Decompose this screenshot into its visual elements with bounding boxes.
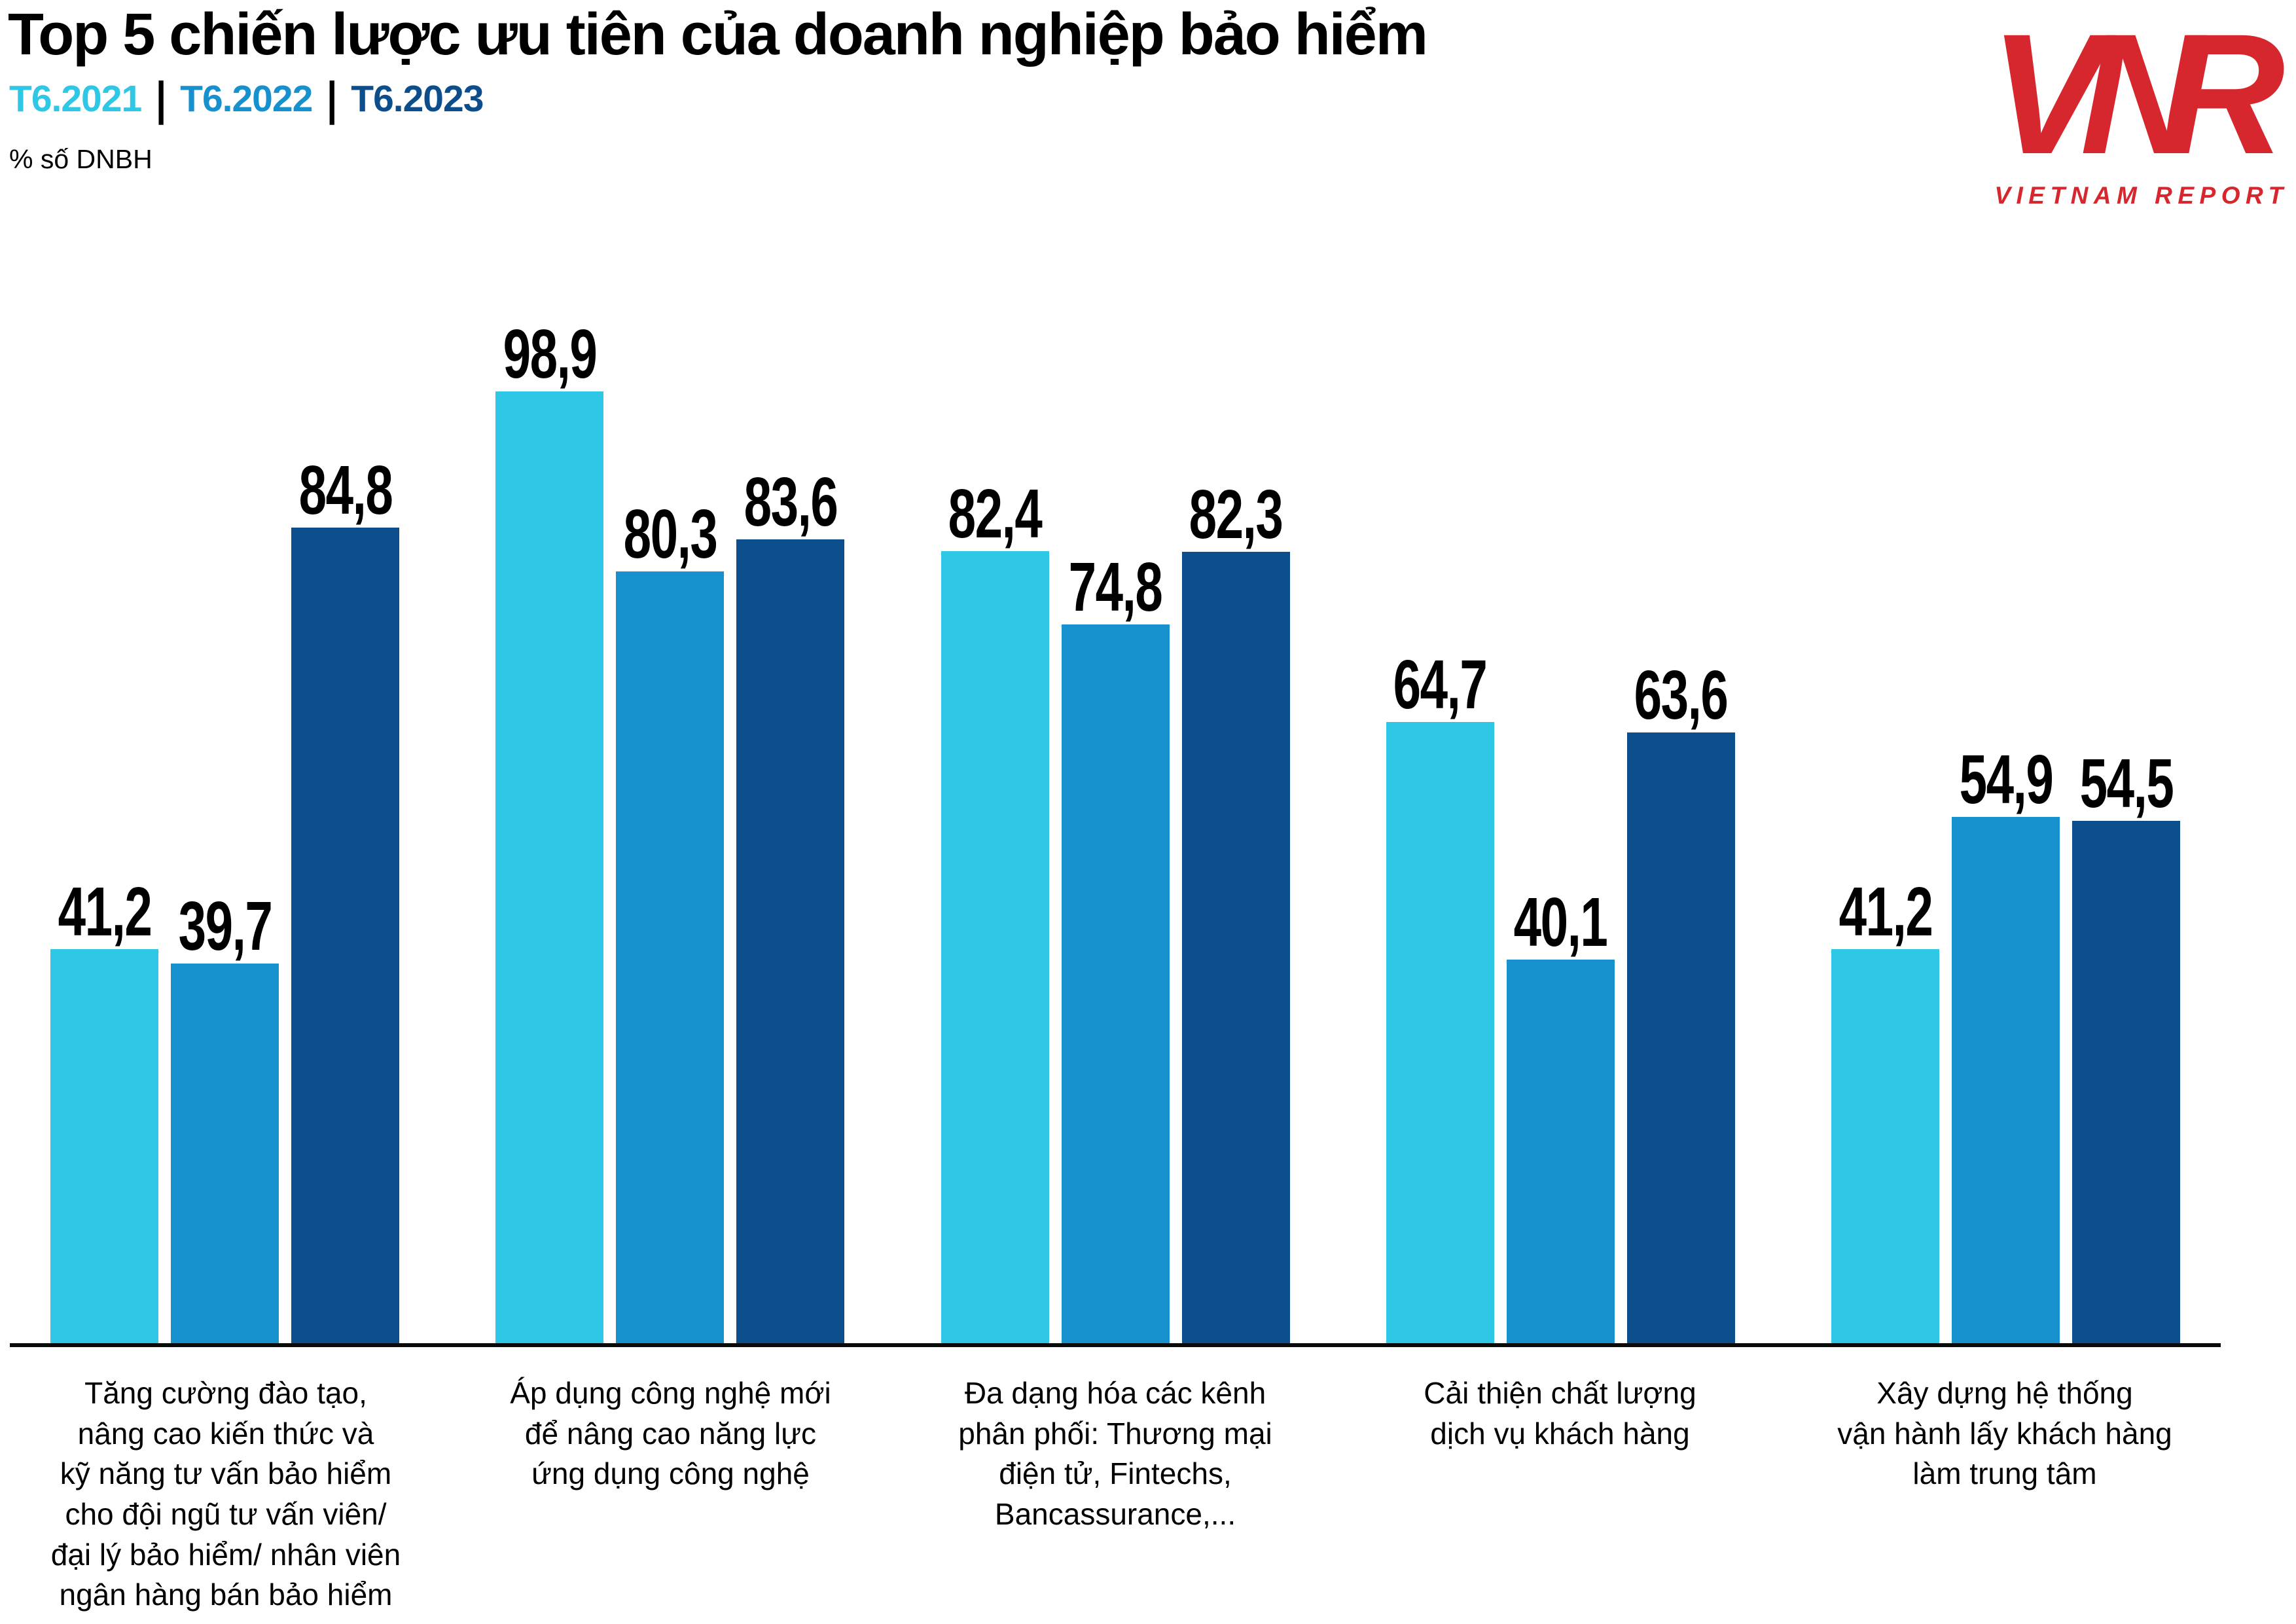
bar-T6.2021-group-4: 64,7 (1386, 650, 1494, 1347)
legend-item-T6.2022: T6.2022 (180, 78, 313, 120)
bar-T6.2021-group-3: 82,4 (941, 479, 1049, 1347)
value-label: 80,3 (623, 496, 717, 573)
axis-unit-label: % số DNBH (9, 144, 152, 174)
value-label: 54,5 (2079, 745, 2174, 823)
category-label-1: Tăng cường đào tạo, nâng cao kiến thức v… (50, 1376, 401, 1612)
category-label-5: Xây dựng hệ thống vận hành lấy khách hàn… (1837, 1376, 2172, 1491)
legend-separator: | (156, 73, 166, 125)
bar-T6.2021-group-2: 98,9 (495, 319, 604, 1347)
bar-group-5: 41,2 54,9 54,5 (1831, 745, 2180, 1347)
category-label-3: Đa dạng hóa các kênh phân phối: Thương m… (958, 1376, 1272, 1531)
bar-groups: 41,2 39,7 84,8 98,9 80,3 83,6 82,4 74,8 82,3 64,7… (10, 0, 2221, 1347)
bar-T6.2023-group-4: 63,6 (1626, 660, 1735, 1347)
bar-group-1: 41,2 39,7 84,8 (50, 456, 399, 1347)
value-label: 40,1 (1513, 884, 1608, 962)
bar-group-2: 98,9 80,3 83,6 (495, 319, 845, 1347)
value-label: 63,6 (1634, 657, 1729, 734)
bar-T6.2022-group-2: 80,3 (616, 499, 725, 1347)
bar-T6.2022-group-3: 74,8 (1061, 552, 1170, 1347)
x-axis-line (10, 1343, 2221, 1347)
logo-vnr-v: V (1990, 4, 2119, 190)
bar-group-3: 82,4 74,8 82,3 (941, 479, 1290, 1347)
logo-vnr-r: R (2161, 4, 2285, 190)
bar-T6.2023-group-2: 83,6 (736, 467, 845, 1347)
bar-T6.2021-group-1: 41,2 (50, 877, 158, 1347)
value-label: 41,2 (58, 873, 152, 951)
page-title: Top 5 chiến lược ưu tiên của doanh nghiệ… (8, 2, 1428, 67)
bar-T6.2023-group-1: 84,8 (291, 456, 399, 1347)
bar-T6.2022-group-1: 39,7 (171, 892, 279, 1347)
bar-T6.2022-group-5: 54,9 (1952, 745, 2060, 1347)
value-label: 83,6 (744, 463, 838, 541)
value-label: 39,7 (178, 888, 272, 965)
bar-T6.2023-group-3: 82,3 (1181, 480, 1290, 1347)
bar-T6.2021-group-5: 41,2 (1831, 877, 1939, 1347)
bar-group-4: 64,7 40,1 63,6 (1386, 650, 1735, 1347)
value-label: 64,7 (1393, 646, 1488, 724)
value-label: 98,9 (503, 316, 597, 393)
legend-item-T6.2023: T6.2023 (351, 78, 484, 120)
value-label: 82,4 (948, 475, 1043, 553)
logo-vnr-n: N (2080, 4, 2209, 190)
bar-T6.2023-group-5: 54,5 (2072, 749, 2180, 1347)
category-label-2: Áp dụng công nghệ mới để nâng cao năng l… (510, 1376, 831, 1491)
category-labels: Tăng cường đào tạo, nâng cao kiến thức v… (10, 1373, 2221, 1615)
bar-T6.2022-group-4: 40,1 (1506, 888, 1615, 1347)
value-label: 41,2 (1839, 873, 1933, 951)
value-label: 84,8 (298, 452, 393, 530)
value-label: 74,8 (1068, 549, 1163, 626)
chart-legend: T6.2021 | T6.2022 | T6.2023 (9, 73, 484, 125)
value-label: 54,9 (1959, 741, 2053, 819)
value-label: 82,3 (1189, 476, 1283, 554)
logo-vietnam-report-text: VIETNAM REPORT (1994, 182, 2288, 209)
legend-separator: | (327, 73, 337, 125)
legend-item-T6.2021: T6.2021 (9, 78, 142, 120)
category-label-4: Cải thiện chất lượng dịch vụ khách hàng (1424, 1376, 1696, 1451)
vnr-vietnam-report-logo: V N R VIETNAM REPORT (1990, 4, 2288, 209)
